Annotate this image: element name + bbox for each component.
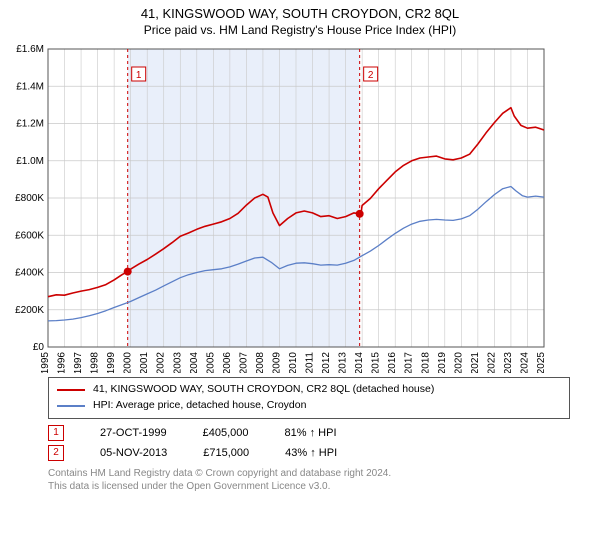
footnote-line: Contains HM Land Registry data © Crown c…: [48, 468, 391, 479]
svg-text:2000: 2000: [123, 352, 134, 373]
svg-text:2024: 2024: [519, 352, 530, 373]
svg-text:2010: 2010: [288, 352, 299, 373]
svg-text:2009: 2009: [271, 352, 282, 373]
svg-text:2025: 2025: [536, 352, 547, 373]
marker-delta: 43% ↑ HPI: [285, 447, 337, 459]
legend-swatch: [57, 405, 85, 407]
footnote: Contains HM Land Registry data © Crown c…: [48, 467, 570, 493]
svg-text:£1.2M: £1.2M: [16, 119, 44, 130]
page-title: 41, KINGSWOOD WAY, SOUTH CROYDON, CR2 8Q…: [0, 0, 600, 21]
svg-text:2008: 2008: [255, 352, 266, 373]
marker-price: £405,000: [203, 427, 249, 439]
svg-text:1999: 1999: [106, 352, 117, 373]
svg-text:2016: 2016: [387, 352, 398, 373]
svg-text:£1.6M: £1.6M: [16, 44, 44, 55]
marker-price: £715,000: [203, 447, 249, 459]
price-chart: £0 £200K £400K £600K £800K £1.0M £1.2M £1.4M £1.…: [0, 43, 600, 373]
table-row: 2 05-NOV-2013 £715,000 43% ↑ HPI: [48, 443, 570, 463]
legend-row: 41, KINGSWOOD WAY, SOUTH CROYDON, CR2 8Q…: [57, 382, 561, 398]
svg-text:2018: 2018: [420, 352, 431, 373]
svg-text:£200K: £200K: [15, 305, 44, 316]
svg-text:2011: 2011: [305, 352, 316, 373]
svg-text:2023: 2023: [503, 352, 514, 373]
marker-date: 27-OCT-1999: [100, 427, 167, 439]
svg-text:2020: 2020: [453, 352, 464, 373]
svg-text:2005: 2005: [205, 352, 216, 373]
svg-text:1998: 1998: [90, 352, 101, 373]
svg-text:2019: 2019: [437, 352, 448, 373]
legend-label: HPI: Average price, detached house, Croy…: [93, 398, 306, 414]
marker-delta: 81% ↑ HPI: [285, 427, 337, 439]
footnote-line: This data is licensed under the Open Gov…: [48, 481, 330, 492]
svg-text:2003: 2003: [172, 352, 183, 373]
legend-row: HPI: Average price, detached house, Croy…: [57, 398, 561, 414]
svg-text:1996: 1996: [57, 352, 68, 373]
svg-text:2006: 2006: [222, 352, 233, 373]
marker-date: 05-NOV-2013: [100, 447, 167, 459]
page-subtitle: Price paid vs. HM Land Registry's House …: [0, 21, 600, 43]
svg-text:1995: 1995: [40, 352, 51, 373]
marker-number-box: 1: [48, 425, 64, 441]
legend: 41, KINGSWOOD WAY, SOUTH CROYDON, CR2 8Q…: [48, 377, 570, 419]
svg-text:£0: £0: [33, 342, 45, 353]
svg-text:2014: 2014: [354, 352, 365, 373]
legend-swatch: [57, 389, 85, 391]
svg-text:2002: 2002: [156, 352, 167, 373]
table-row: 1 27-OCT-1999 £405,000 81% ↑ HPI: [48, 423, 570, 443]
svg-text:£1.4M: £1.4M: [16, 81, 44, 92]
svg-text:2012: 2012: [321, 352, 332, 373]
svg-text:2007: 2007: [238, 352, 249, 373]
svg-text:2004: 2004: [189, 352, 200, 373]
svg-text:1: 1: [136, 70, 142, 81]
svg-text:2001: 2001: [139, 352, 150, 373]
marker-table: 1 27-OCT-1999 £405,000 81% ↑ HPI 2 05-NO…: [48, 423, 570, 463]
svg-text:2021: 2021: [470, 352, 481, 373]
svg-text:2022: 2022: [486, 352, 497, 373]
svg-text:£400K: £400K: [15, 268, 44, 279]
svg-text:£1.0M: £1.0M: [16, 156, 44, 167]
svg-text:£600K: £600K: [15, 230, 44, 241]
marker-number-box: 2: [48, 445, 64, 461]
svg-text:2: 2: [368, 70, 374, 81]
svg-text:2017: 2017: [404, 352, 415, 373]
svg-text:£800K: £800K: [15, 193, 44, 204]
svg-text:2015: 2015: [371, 352, 382, 373]
svg-text:2013: 2013: [338, 352, 349, 373]
legend-label: 41, KINGSWOOD WAY, SOUTH CROYDON, CR2 8Q…: [93, 382, 434, 398]
svg-text:1997: 1997: [73, 352, 84, 373]
